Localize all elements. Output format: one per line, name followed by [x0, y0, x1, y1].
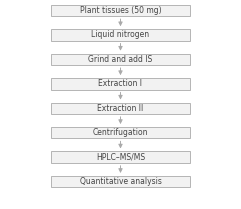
Text: Plant tissues (50 mg): Plant tissues (50 mg) — [80, 6, 161, 15]
FancyBboxPatch shape — [51, 54, 190, 65]
FancyBboxPatch shape — [51, 152, 190, 163]
Text: Liquid nitrogen: Liquid nitrogen — [91, 30, 150, 40]
Text: Extraction I: Extraction I — [99, 79, 142, 88]
FancyBboxPatch shape — [51, 176, 190, 187]
Text: Grind and add IS: Grind and add IS — [88, 55, 153, 64]
Text: Centrifugation: Centrifugation — [93, 128, 148, 137]
Text: HPLC–MS/MS: HPLC–MS/MS — [96, 153, 145, 162]
FancyBboxPatch shape — [51, 29, 190, 41]
FancyBboxPatch shape — [51, 78, 190, 89]
Text: Extraction II: Extraction II — [97, 104, 144, 113]
FancyBboxPatch shape — [51, 5, 190, 16]
Text: Quantitative analysis: Quantitative analysis — [80, 177, 161, 186]
FancyBboxPatch shape — [51, 103, 190, 114]
FancyBboxPatch shape — [51, 127, 190, 139]
